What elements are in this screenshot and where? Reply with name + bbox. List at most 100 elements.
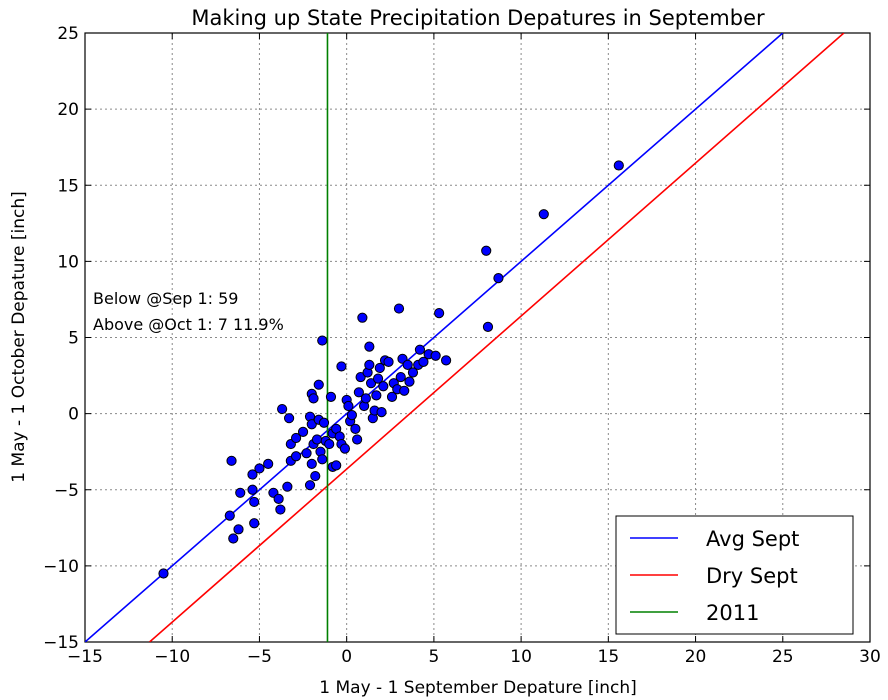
data-point <box>254 463 265 474</box>
data-point <box>430 350 441 361</box>
data-point <box>357 312 368 323</box>
x-tick-label: 25 <box>772 647 794 667</box>
data-point <box>613 160 624 171</box>
annotations: Below @Sep 1: 59 Above @Oct 1: 7 11.9% <box>93 289 284 334</box>
legend-box <box>615 515 854 635</box>
x-tick-label: 0 <box>341 647 352 667</box>
data-point <box>233 524 244 535</box>
data-point <box>376 407 387 418</box>
data-point <box>346 410 357 421</box>
data-point <box>324 438 335 450</box>
data-point <box>331 460 342 471</box>
data-point <box>418 356 429 367</box>
data-point <box>306 458 317 469</box>
data-point <box>353 387 364 398</box>
legend-label: Dry Sept <box>706 564 798 588</box>
data-point <box>247 469 258 480</box>
data-point <box>336 361 347 372</box>
data-point <box>249 496 260 508</box>
data-point <box>263 458 274 469</box>
data-point <box>297 426 309 437</box>
x-tick-label: −15 <box>67 647 103 667</box>
data-point <box>290 451 302 462</box>
y-axis-title: 1 May - 1 October Depature [inch] <box>9 191 29 483</box>
data-point <box>383 356 394 367</box>
data-point <box>482 321 494 332</box>
data-point <box>407 367 419 378</box>
data-point <box>371 390 382 401</box>
data-point <box>355 371 366 383</box>
data-point <box>372 373 384 384</box>
data-point <box>339 443 351 454</box>
data-point <box>306 419 317 430</box>
legend-label: Avg Sept <box>706 527 799 551</box>
data-point <box>277 403 288 415</box>
data-point <box>313 379 324 390</box>
data-point <box>378 381 389 392</box>
data-point <box>224 510 235 521</box>
data-point <box>249 518 260 529</box>
data-point <box>290 432 302 444</box>
legend-label: 2011 <box>706 601 759 625</box>
data-point <box>304 480 316 491</box>
x-tick-label: 5 <box>428 647 439 667</box>
x-tick-label: −10 <box>154 647 190 667</box>
annotation-text: Above @Oct 1: 7 11.9% <box>93 315 284 334</box>
y-tick-label: 5 <box>68 329 79 349</box>
data-point <box>350 423 361 434</box>
y-tick-label: −15 <box>43 633 79 653</box>
data-point <box>386 391 398 402</box>
axis-ticks: −15 −10 −5 0 5 10 15 20 25 30 −15 −10 −5 0 5 10 15 20 25 <box>43 24 881 667</box>
series-line-dry-sept <box>149 33 845 642</box>
data-point <box>481 245 492 256</box>
data-point <box>393 303 405 314</box>
plot-frame <box>84 32 871 643</box>
series-line-avg-sept <box>85 33 784 642</box>
data-point <box>538 209 549 220</box>
data-point <box>301 448 312 459</box>
data-point <box>317 454 328 465</box>
data-point <box>374 362 385 374</box>
data-point <box>158 568 169 579</box>
data-point <box>235 487 246 498</box>
data-point <box>343 400 354 412</box>
data-point <box>352 434 363 445</box>
data-point <box>414 344 426 355</box>
y-tick-label: 15 <box>57 176 79 196</box>
data-point <box>404 376 415 387</box>
data-point <box>247 484 258 495</box>
data-point <box>365 378 377 389</box>
x-tick-label: 15 <box>598 647 620 667</box>
y-tick-label: 20 <box>57 100 79 120</box>
data-point <box>228 533 239 544</box>
chart-title: Making up State Precipitation Depatures … <box>191 6 765 30</box>
annotation-text: Below @Sep 1: 59 <box>93 289 238 308</box>
data-point <box>402 359 413 371</box>
data-point <box>317 335 328 346</box>
data-point <box>310 470 321 482</box>
data-point <box>434 308 445 319</box>
y-tick-label: 0 <box>68 405 79 425</box>
data-point <box>226 455 237 466</box>
data-point <box>308 393 319 404</box>
data-point <box>399 385 410 396</box>
x-tick-label: 20 <box>685 647 707 667</box>
data-point <box>325 391 337 402</box>
x-axis-title: 1 May - 1 September Depature [inch] <box>319 678 636 698</box>
y-tick-label: 10 <box>57 252 79 272</box>
data-point <box>493 273 504 284</box>
data-point <box>364 359 375 371</box>
x-tick-label: −5 <box>247 647 272 667</box>
x-tick-label: 30 <box>859 647 881 667</box>
y-tick-label: −5 <box>54 481 79 501</box>
plot-area <box>85 33 845 642</box>
y-tick-label: −10 <box>43 557 79 577</box>
x-tick-label: 10 <box>510 647 532 667</box>
data-point <box>282 481 293 492</box>
data-point <box>318 417 330 428</box>
data-point <box>360 393 371 404</box>
data-point <box>311 434 323 445</box>
data-point <box>284 413 295 424</box>
